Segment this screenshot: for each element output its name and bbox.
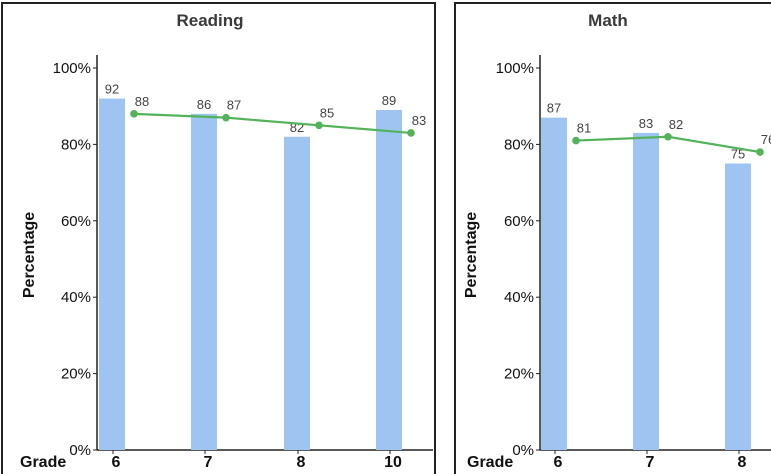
math-bar-value-label: 87 — [547, 101, 561, 116]
reading-x-tick-label: 7 — [204, 454, 213, 471]
math-bar-value-label: 83 — [639, 116, 653, 131]
math-line-value-label: 82 — [669, 117, 683, 132]
reading-line-value-label: 87 — [227, 98, 241, 113]
math-line-point — [756, 148, 764, 156]
reading-line-value-label: 85 — [320, 105, 334, 120]
math-y-tick-label: 100% — [496, 60, 534, 77]
reading-line-point — [222, 113, 230, 122]
reading-x-tick-label: 6 — [112, 454, 121, 471]
math-chart-title: Math — [588, 11, 628, 30]
math-y-tick-label: 60% — [504, 213, 534, 230]
reading-line-point — [315, 121, 323, 130]
math-y-axis-label: Percentage — [463, 212, 480, 298]
reading-y-tick-label: 40% — [61, 289, 91, 306]
reading-y-tick-label: 20% — [61, 366, 91, 383]
reading-line-value-label: 83 — [412, 113, 426, 128]
math-chart-panel: Math Percentage Grade 0% 20% 40% 60% 80% 100%… — [454, 2, 771, 474]
math-bar-grade-8 — [725, 163, 751, 450]
math-bar-grade-6 — [541, 117, 567, 450]
reading-line-point — [130, 110, 138, 118]
reading-y-tick-label: 80% — [61, 136, 91, 153]
math-bar-value-label: 75 — [731, 147, 745, 162]
reading-bar-value-label: 86 — [197, 97, 211, 112]
math-y-tick-label: 20% — [504, 366, 534, 383]
reading-line-value-label: 88 — [135, 94, 149, 109]
reading-line-series — [133, 112, 412, 135]
reading-y-axis-label: Percentage — [21, 212, 38, 298]
math-x-tick-label: 7 — [646, 454, 655, 471]
reading-chart-panel: Reading Percentage Grade 0% 20% 40% 60% 80% 1… — [1, 2, 436, 474]
reading-bar-grade-8 — [284, 136, 310, 450]
reading-x-tick-label: 8 — [297, 454, 306, 471]
reading-panel-frame — [1, 2, 436, 474]
math-y-tick-label: 0% — [512, 442, 534, 459]
math-line-point — [572, 136, 580, 145]
reading-y-tick-label: 100% — [53, 60, 91, 77]
reading-bar-grade-6 — [99, 98, 125, 450]
math-line-point — [664, 132, 672, 141]
reading-chart-title: Reading — [176, 11, 243, 30]
reading-y-tick-label: 60% — [61, 213, 91, 230]
reading-y-tick-label: 0% — [69, 442, 91, 459]
math-line-value-label: 81 — [577, 121, 591, 136]
math-y-tick-label: 40% — [504, 289, 534, 306]
reading-x-tick-label: 10 — [384, 454, 402, 471]
math-x-axis-label: Grade — [467, 454, 513, 471]
math-line-value-label: 76 — [761, 132, 771, 147]
math-panel-frame — [454, 2, 771, 474]
reading-bar-value-label: 89 — [382, 93, 396, 108]
reading-x-axis-label: Grade — [20, 454, 66, 471]
reading-bar-grade-10 — [376, 110, 402, 451]
math-y-tick-label: 80% — [504, 136, 534, 153]
math-x-tick-label: 6 — [554, 454, 563, 471]
reading-line-point — [407, 129, 415, 137]
reading-bar-grade-7 — [191, 113, 217, 450]
math-bar-grade-7 — [633, 132, 659, 450]
math-x-tick-label: 8 — [738, 454, 747, 471]
reading-bar-value-label: 92 — [105, 82, 119, 97]
